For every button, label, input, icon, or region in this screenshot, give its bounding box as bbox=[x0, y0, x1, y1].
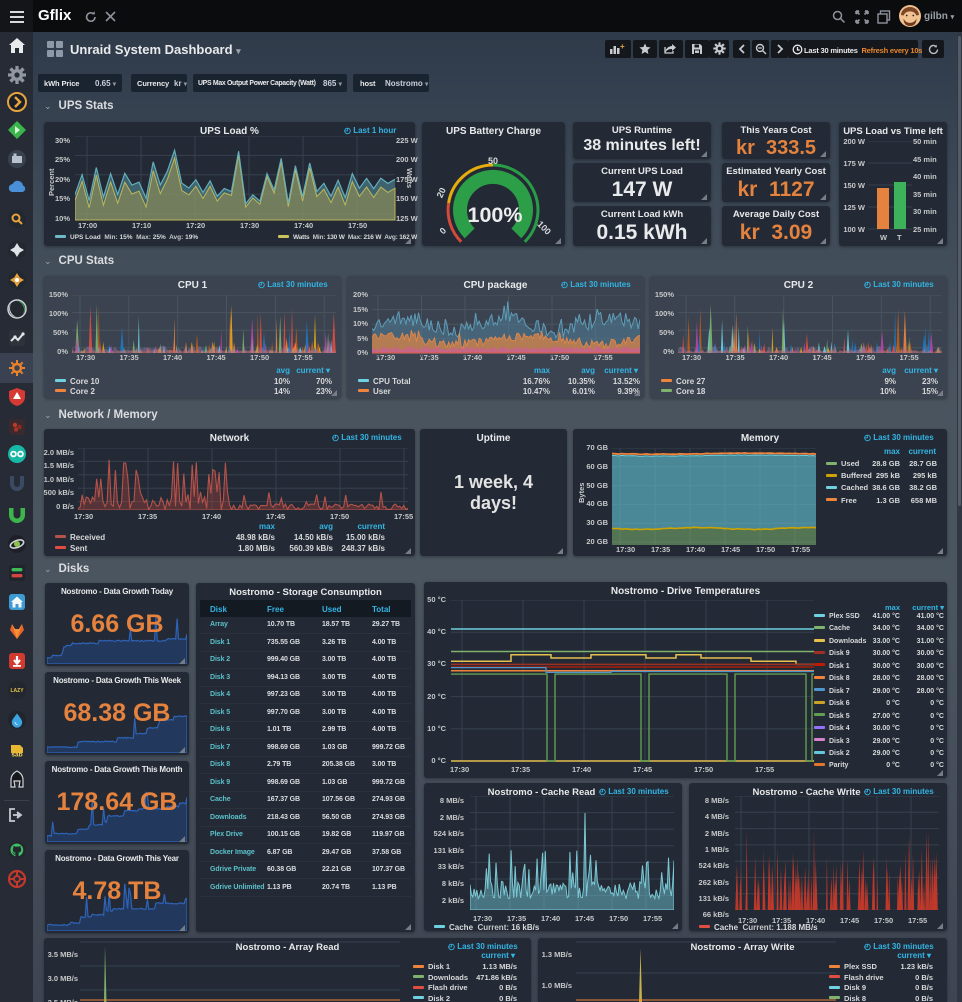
svg-text:20: 20 bbox=[435, 186, 448, 199]
svg-text:+: + bbox=[620, 43, 625, 51]
svg-text:100%: 100% bbox=[468, 203, 523, 227]
svg-text:LAZY: LAZY bbox=[10, 688, 24, 694]
svg-text:sab: sab bbox=[11, 752, 22, 759]
svg-text:50: 50 bbox=[488, 156, 498, 166]
svg-text:0: 0 bbox=[438, 226, 449, 237]
